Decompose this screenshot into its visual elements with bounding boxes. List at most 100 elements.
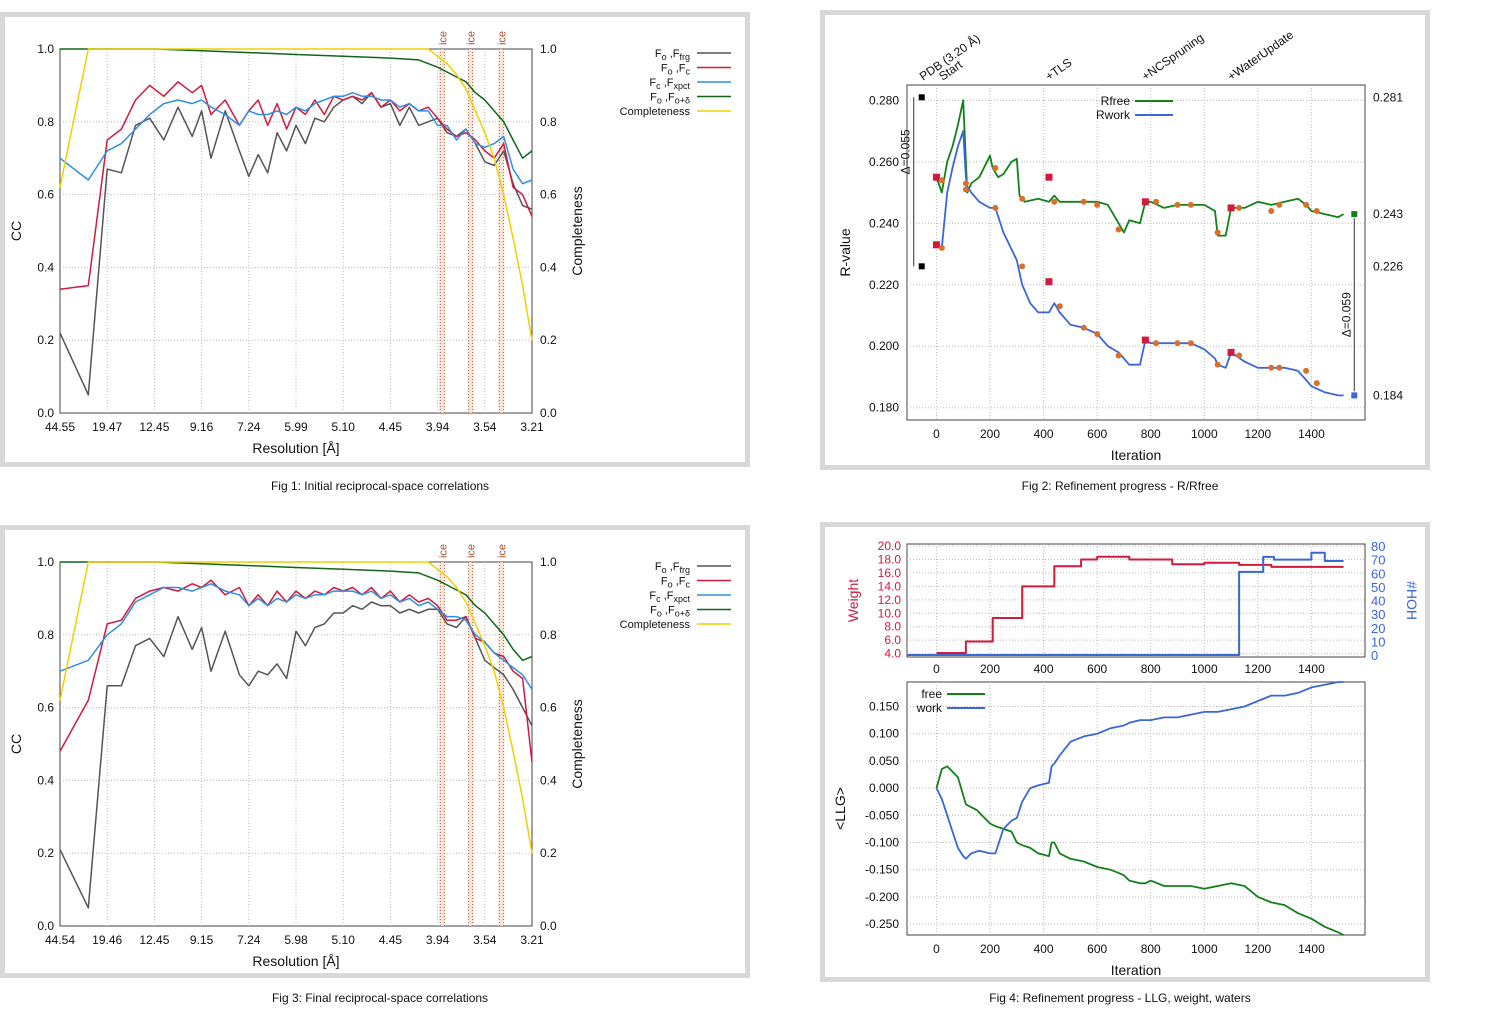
fig1-ice-band — [467, 49, 474, 413]
fig2-cycle-marker — [1236, 204, 1243, 211]
fig2-cycle-marker — [1303, 367, 1310, 374]
fig3-ice-band — [467, 562, 474, 926]
fig3-xtick-label: 12.45 — [139, 933, 169, 947]
fig1-ytick-label: 0.0 — [37, 406, 54, 420]
fig1-xtick-label: 3.94 — [426, 420, 450, 434]
fig2-stage-marker — [1227, 204, 1235, 212]
fig2-cycle-marker — [1051, 198, 1058, 205]
fig2-cycle-marker — [1268, 364, 1275, 371]
fig2-yaxis-label: R-value — [837, 228, 853, 276]
fig4-series-hoh — [907, 551, 1344, 656]
fig2-cycle-marker — [1094, 330, 1101, 337]
fig1-legend-label: Fo ,Fo+δ — [650, 92, 690, 106]
fig4-bottom-xtick-label: 1400 — [1298, 942, 1325, 956]
fig2-ytick-label: 0.220 — [869, 278, 899, 292]
fig2-right-label: 0.226 — [1373, 259, 1403, 273]
figure-2-chart: 0 200 400 600 800 1000 1200 1400 0.180 0.200 0.220… — [837, 27, 1403, 463]
fig4-hoh-tick-label: 70 — [1371, 553, 1385, 568]
fig1-xtick-label: 3.21 — [520, 420, 544, 434]
fig2-stage-marker — [1141, 336, 1149, 344]
fig2-cycle-marker — [1187, 340, 1194, 347]
figure-3-caption: Fig 3: Final reciprocal-space correlatio… — [271, 991, 489, 1005]
fig2-cycle-marker — [1174, 340, 1181, 347]
fig4-series-llg-work — [935, 681, 1344, 860]
fig3-ytick-label: 1.0 — [37, 555, 54, 569]
fig2-final-rfree-point — [1351, 211, 1358, 218]
fig3-legend-label: Completeness — [620, 619, 691, 631]
fig3-xtick-label: 3.21 — [520, 933, 544, 947]
fig4-bottom-xtick-label: 800 — [1141, 942, 1161, 956]
fig3-xtick-label: 19.46 — [92, 933, 122, 947]
fig2-legend-label: Rfree — [1101, 94, 1131, 108]
fig4-bottom-xtick-label: 400 — [1034, 942, 1054, 956]
fig2-xtick-label: 200 — [980, 427, 1000, 441]
fig1-xtick-label: 4.45 — [379, 420, 403, 434]
fig2-ytick-label: 0.200 — [869, 339, 899, 353]
fig4-top-xtick-label: 1200 — [1245, 662, 1272, 676]
fig2-xtick-label: 800 — [1141, 427, 1161, 441]
fig3-ice-label: ice — [437, 544, 449, 558]
fig2-cycle-marker — [992, 204, 999, 211]
fig2-xtick-label: 0 — [933, 427, 940, 441]
fig2-cycle-marker — [1094, 201, 1101, 208]
fig3-xtick-label: 9.15 — [190, 933, 214, 947]
fig1-ice-label: ice — [437, 31, 449, 45]
fig2-cycle-marker — [1080, 324, 1087, 331]
fig1-ytick-label: 1.0 — [37, 42, 54, 56]
fig4-top-plot-frame — [906, 543, 1366, 658]
fig2-cycle-marker — [1276, 364, 1283, 371]
fig4-weight-tick-label: 6.0 — [884, 633, 901, 647]
fig4-top-xtick-label: 1000 — [1191, 662, 1218, 676]
fig4-bottom-ytick-label: 0.100 — [869, 727, 899, 741]
fig3-series-red — [59, 579, 533, 763]
figure-3-chart: 44.54 19.46 12.45 9.15 7.24 5.98 5.10 4.45 3.94 3… — [8, 544, 731, 969]
fig2-xtick-label: 400 — [1034, 427, 1054, 441]
fig1-y2tick-label: 1.0 — [540, 42, 557, 56]
fig1-legend-label: Fc ,Fxpct — [649, 77, 690, 91]
figure-2-panel: 0 200 400 600 800 1000 1200 1400 0.180 0.200 0.220… — [820, 10, 1430, 470]
fig2-right-label: 0.281 — [1373, 90, 1403, 104]
fig2-stage-marker — [932, 173, 940, 181]
fig1-legend-label: Fo ,Ffrg — [655, 48, 690, 62]
fig2-cycle-marker — [1115, 226, 1122, 233]
fig4-bottom-ytick-label: -0.050 — [865, 808, 899, 822]
fig4-hoh-tick-label: 80 — [1371, 539, 1385, 554]
fig1-legend-label: Fo ,Fc — [661, 63, 691, 77]
fig1-ice-label: ice — [466, 31, 478, 45]
fig1-series-blue — [59, 91, 533, 185]
fig1-legend-label: Completeness — [620, 106, 691, 118]
figure-2-caption: Fig 2: Refinement progress - R/Rfree — [1021, 479, 1219, 493]
fig4-legend-label: free — [921, 687, 942, 701]
fig3-y2axis-label: Completeness — [569, 699, 585, 789]
fig2-cycle-marker — [1019, 195, 1026, 202]
fig3-y2tick-label: 0.0 — [540, 919, 557, 933]
fig2-cycle-marker — [962, 180, 969, 187]
fig2-cycle-marker — [1153, 198, 1160, 205]
fig4-xaxis-label: Iteration — [1111, 962, 1162, 977]
fig2-cycle-marker — [1236, 352, 1243, 359]
fig3-yaxis-label: CC — [8, 734, 24, 754]
fig2-cycle-marker — [1303, 201, 1310, 208]
fig2-xtick-label: 1200 — [1245, 427, 1272, 441]
fig3-series-grey — [59, 601, 533, 909]
fig1-xtick-label: 44.55 — [45, 420, 75, 434]
fig4-bottom-ytick-label: -0.200 — [865, 890, 899, 904]
fig2-xtick-label: 600 — [1087, 427, 1107, 441]
fig4-bottom-ytick-label: 0.150 — [869, 699, 899, 713]
fig2-ytick-label: 0.240 — [869, 216, 899, 230]
fig3-xtick-label: 3.54 — [473, 933, 497, 947]
fig3-y2tick-label: 1.0 — [540, 555, 557, 569]
fig4-series-llg-free — [935, 765, 1345, 936]
fig2-right-label: 0.243 — [1373, 207, 1403, 221]
fig1-y2tick-label: 0.2 — [540, 333, 557, 347]
fig2-cycle-marker — [962, 186, 969, 193]
fig1-xtick-label: 3.54 — [473, 420, 497, 434]
fig4-weight-tick-label: 8.0 — [884, 620, 901, 634]
figure-1-caption: Fig 1: Initial reciprocal-space correlat… — [270, 479, 490, 493]
fig1-yaxis-label: CC — [8, 221, 24, 241]
fig4-series-weight — [936, 555, 1344, 654]
fig1-series-red — [59, 81, 533, 290]
fig4-weight-tick-label: 20.0 — [878, 539, 902, 553]
fig4-bottom-xtick-label: 0 — [933, 942, 940, 956]
fig2-cycle-marker — [1214, 229, 1221, 236]
